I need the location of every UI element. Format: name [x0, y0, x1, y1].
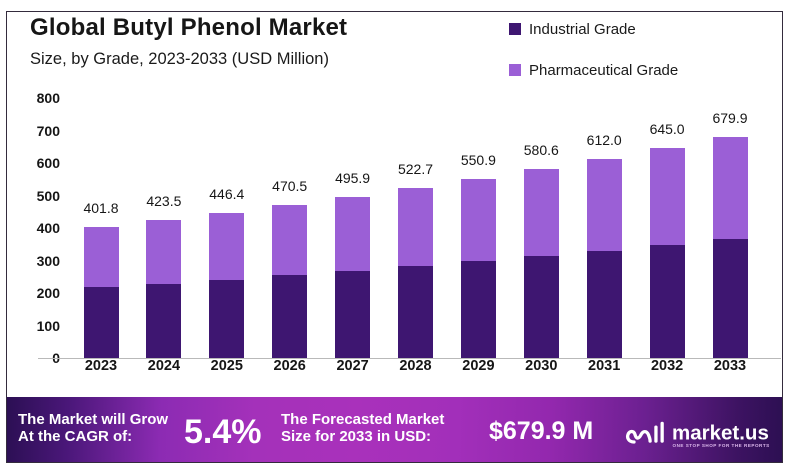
svg-text:market.us: market.us	[672, 422, 769, 445]
svg-text:ONE STOP SHOP FOR THE REPORTS: ONE STOP SHOP FOR THE REPORTS	[673, 443, 770, 448]
